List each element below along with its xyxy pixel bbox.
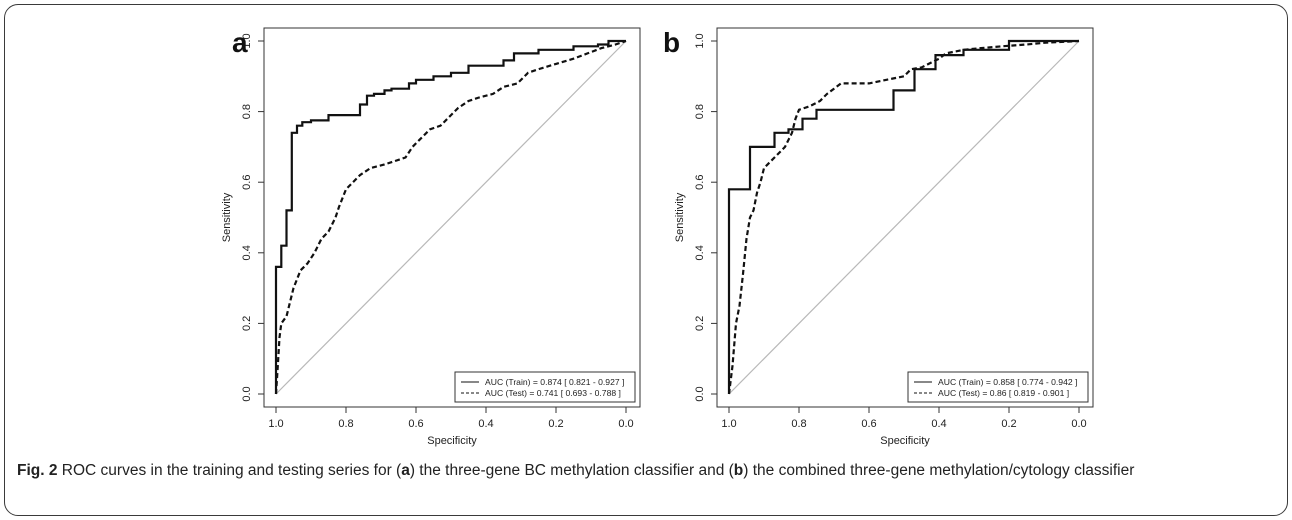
y-tick-label: 0.4 xyxy=(694,245,706,260)
caption-panel-a: a xyxy=(401,462,410,479)
legend-box xyxy=(454,371,636,403)
x-axis-label: Specificity xyxy=(880,435,930,447)
y-tick-label: 0.4 xyxy=(241,245,253,260)
y-tick-label: 0.2 xyxy=(694,316,706,331)
panel-label: b xyxy=(663,27,680,58)
x-tick-label: 0.0 xyxy=(1071,418,1086,430)
y-tick-label: 0.2 xyxy=(241,316,253,331)
y-tick-label: 0.8 xyxy=(241,104,253,119)
figure-frame xyxy=(4,4,1288,516)
caption-panel-b: b xyxy=(733,462,744,479)
caption-fig-label: Fig. 2 xyxy=(17,462,58,479)
series-line-train xyxy=(274,39,626,394)
y-tick-label: 0.0 xyxy=(694,386,706,401)
caption-text-1: ROC curves in the training and testing s… xyxy=(57,462,402,479)
x-tick-label: 0.0 xyxy=(618,418,633,430)
legend-box xyxy=(907,371,1089,403)
y-tick-label: 0.6 xyxy=(241,175,253,190)
x-axis-label: Specificity xyxy=(427,435,477,447)
chart-panel-a: 1.0 0.8 0.6 0.4 0.2 0.0 0.0 0.2 0.4 0.6 0.8 1.0 Spec… xyxy=(221,27,641,447)
y-tick-label: 0.8 xyxy=(694,104,706,119)
x-tick-label: 0.4 xyxy=(931,418,946,430)
x-tick-label: 0.4 xyxy=(478,418,493,430)
reference-diagonal xyxy=(728,40,1080,395)
x-tick-label: 0.6 xyxy=(408,418,423,430)
series-line-test xyxy=(727,39,1080,395)
reference-diagonal xyxy=(275,40,627,395)
x-tick-label: 0.2 xyxy=(548,418,563,430)
series-line-train xyxy=(727,39,1079,394)
legend-entry: AUC (Test) = 0.86 [ 0.819 - 0.901 ] xyxy=(938,388,1069,398)
x-tick-label: 0.6 xyxy=(861,418,876,430)
roc-figure: 1.0 0.8 0.6 0.4 0.2 0.0 0.0 0.2 0.4 0.6 0.8 1.0 Spec… xyxy=(221,27,1094,447)
y-axis-label: Sensitivity xyxy=(221,192,233,242)
legend-entry: AUC (Train) = 0.858 [ 0.774 - 0.942 ] xyxy=(938,377,1077,387)
y-tick-label: 0.0 xyxy=(241,386,253,401)
caption-text-2: ) the three-gene BC methylation classifi… xyxy=(409,462,734,479)
plot-border xyxy=(716,27,1094,408)
y-tick-label: 1.0 xyxy=(241,33,253,48)
x-tick-label: 0.8 xyxy=(338,418,353,430)
panel-label: a xyxy=(232,27,248,58)
legend-entry: AUC (Train) = 0.874 [ 0.821 - 0.927 ] xyxy=(485,377,624,387)
caption-text-3: ) the combined three-gene methylation/cy… xyxy=(743,462,1135,479)
y-tick-label: 0.6 xyxy=(694,175,706,190)
y-tick-label: 1.0 xyxy=(694,33,706,48)
x-tick-label: 0.8 xyxy=(791,418,806,430)
y-axis-label: Sensitivity xyxy=(674,192,686,242)
x-tick-label: 0.2 xyxy=(1001,418,1016,430)
chart-panel-b: 1.0 0.8 0.6 0.4 0.2 0.0 0.0 0.2 0.4 0.6 0.8 1.0 Spec… xyxy=(663,27,1094,447)
legend-entry: AUC (Test) = 0.741 [ 0.693 - 0.788 ] xyxy=(485,388,621,398)
x-tick-label: 1.0 xyxy=(721,418,736,430)
x-tick-label: 1.0 xyxy=(268,418,283,430)
figure-caption: Fig. 2 ROC curves in the training and te… xyxy=(17,460,1267,482)
series-line-test xyxy=(274,39,627,395)
plot-border xyxy=(263,27,641,408)
